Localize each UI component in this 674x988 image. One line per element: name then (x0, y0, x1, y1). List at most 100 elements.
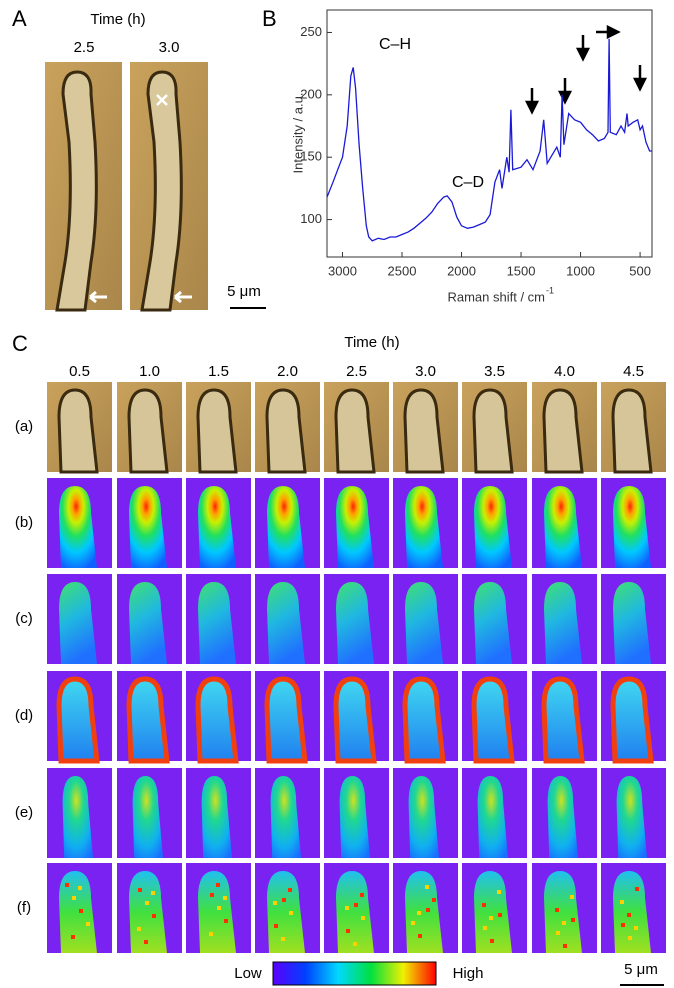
time-title: Time (h) (344, 334, 399, 351)
speckle (354, 903, 358, 907)
x-tick-label: 2500 (388, 263, 417, 278)
speckle (137, 927, 141, 931)
speckle (361, 916, 365, 920)
image-cell (324, 863, 389, 953)
speckle (555, 908, 559, 912)
speckle (224, 919, 228, 923)
row-label: (d) (15, 707, 33, 724)
colorbar-low: Low (234, 965, 262, 982)
image-cell (186, 574, 251, 664)
row-label: (a) (15, 418, 33, 435)
image-cell (601, 574, 666, 664)
image-cell (255, 768, 320, 858)
x-axis-label-sup: -1 (546, 285, 554, 295)
speckle (209, 932, 213, 936)
speckle (634, 926, 638, 930)
image-cell (393, 478, 458, 568)
hypha (336, 582, 374, 664)
hypha (129, 486, 167, 568)
hypha (547, 776, 578, 858)
hypha (57, 388, 99, 474)
annotation: C–H (379, 36, 411, 53)
image-cell (117, 863, 182, 953)
x-tick-label: 3000 (328, 263, 357, 278)
hypha (616, 776, 647, 858)
speckle (353, 942, 357, 946)
y-tick-label: 200 (300, 86, 322, 101)
image-cell (393, 768, 458, 858)
image-cell (462, 768, 527, 858)
image-cell (532, 863, 597, 953)
image-cell (117, 382, 182, 474)
image-cell (47, 574, 112, 664)
hypha (267, 871, 305, 953)
hypha (542, 388, 584, 474)
time-label: 4.0 (554, 363, 575, 380)
panel-label: C (12, 331, 28, 356)
hypha (270, 776, 301, 858)
speckle (223, 896, 227, 900)
speckle (79, 909, 83, 913)
hypha (405, 582, 443, 664)
plot-frame (326, 9, 653, 258)
spectrum-line (326, 38, 652, 242)
peak-arrows (524, 24, 648, 115)
y-tick-label: 150 (300, 149, 322, 164)
image-cell (186, 863, 251, 953)
image-cell (186, 671, 251, 764)
speckle (216, 883, 220, 887)
image-cell (324, 768, 389, 858)
spectrum-chart: B Intensity / a.u. Raman shift / cm -1 C… (262, 6, 653, 304)
panel-label: A (12, 6, 27, 31)
speckle (71, 935, 75, 939)
image-cell (532, 574, 597, 664)
image-cell (601, 478, 666, 568)
hypha (610, 676, 654, 764)
image-cell (255, 478, 320, 568)
hypha (613, 486, 651, 568)
x-tick-label: 1500 (507, 263, 536, 278)
speckle (151, 891, 155, 895)
hypha (474, 486, 512, 568)
image-cell (186, 768, 251, 858)
speckle (562, 921, 566, 925)
image-cell (47, 478, 112, 568)
hypha (611, 388, 653, 474)
time-label: 2.5 (346, 363, 367, 380)
hypha (471, 676, 515, 764)
hypha (336, 871, 374, 953)
hypha (408, 776, 439, 858)
speckle (621, 923, 625, 927)
time-label: 3.0 (159, 39, 180, 56)
speckle (288, 888, 292, 892)
time-label: 3.5 (484, 363, 505, 380)
hypha (474, 582, 512, 664)
image-cell (532, 671, 597, 764)
hypha (264, 676, 308, 764)
hypha (129, 582, 167, 664)
speckle (144, 940, 148, 944)
speckle (620, 900, 624, 904)
time-label: 2.5 (74, 39, 95, 56)
speckle (432, 898, 436, 902)
image-cell (255, 671, 320, 764)
hypha (201, 776, 232, 858)
y-tick-label: 100 (300, 211, 322, 226)
hypha (267, 486, 305, 568)
image-cell (393, 574, 458, 664)
image-cell (117, 768, 182, 858)
speckle (498, 913, 502, 917)
image-cell (47, 382, 112, 474)
time-label: 1.5 (208, 363, 229, 380)
speckle (360, 893, 364, 897)
speckle (289, 911, 293, 915)
speckle (281, 937, 285, 941)
time-label: 4.5 (623, 363, 644, 380)
image-cell (255, 863, 320, 953)
image-cell (186, 478, 251, 568)
image-cell (393, 671, 458, 764)
hypha (56, 676, 100, 764)
x-tick-label: 500 (629, 263, 651, 278)
x-axis-label: Raman shift / cm (447, 289, 545, 304)
image-cell (462, 863, 527, 953)
